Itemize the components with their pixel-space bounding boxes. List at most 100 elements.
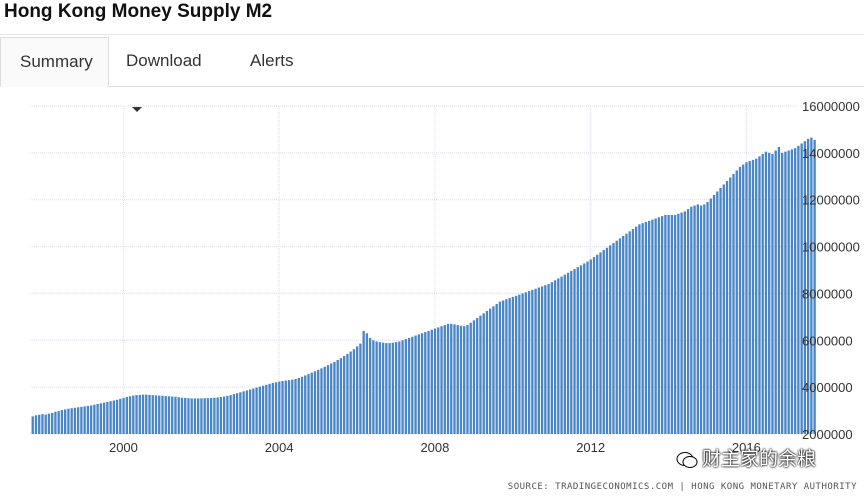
data-bar — [355, 346, 359, 434]
data-bar — [106, 401, 109, 434]
tab-summary-label: Summary — [20, 52, 93, 71]
data-bar — [109, 401, 112, 434]
data-bar — [768, 152, 771, 434]
data-bar — [677, 213, 680, 434]
data-bar — [420, 333, 424, 434]
data-bar — [388, 343, 391, 434]
data-bar — [748, 161, 751, 435]
data-bar — [699, 205, 703, 434]
tab-download[interactable]: Download — [112, 37, 224, 113]
data-bar — [592, 257, 596, 434]
data-bar — [404, 339, 407, 434]
chat-bubble-icon — [676, 451, 698, 468]
data-bar — [414, 335, 417, 434]
data-bar — [498, 301, 502, 434]
data-bar — [213, 397, 216, 434]
data-bar — [806, 138, 810, 435]
data-bar — [774, 150, 777, 434]
data-bar — [450, 323, 453, 434]
data-bar — [252, 388, 255, 434]
data-bar — [670, 214, 674, 434]
data-bar — [407, 337, 411, 434]
data-bar — [686, 209, 690, 434]
data-bar — [583, 263, 586, 434]
data-bar — [261, 385, 265, 434]
data-bar — [161, 395, 164, 434]
y-tick-label: 2000000 — [802, 427, 853, 442]
data-bar — [265, 384, 268, 434]
data-bar — [758, 156, 761, 434]
data-bar — [232, 394, 236, 434]
data-bar — [433, 328, 437, 434]
data-bar — [446, 323, 450, 434]
data-bar — [222, 396, 226, 434]
data-bar — [479, 315, 482, 434]
data-bar — [333, 361, 336, 434]
data-bar — [239, 392, 242, 434]
data-bar — [524, 292, 528, 434]
data-bar — [258, 386, 261, 434]
data-bar — [482, 313, 485, 434]
data-bar — [164, 396, 167, 434]
tab-download-label: Download — [126, 51, 202, 70]
data-bar — [372, 340, 375, 434]
data-bar — [576, 267, 579, 434]
data-bar — [735, 170, 738, 434]
data-bar — [378, 342, 382, 434]
data-bar — [135, 395, 138, 434]
data-bar — [722, 184, 725, 434]
source-note: SOURCE: TRADINGECONOMICS.COM | HONG KONG… — [508, 482, 857, 492]
data-bar — [609, 245, 612, 434]
tab-summary[interactable]: Summary — [0, 37, 109, 87]
data-bar — [278, 381, 281, 434]
data-bar — [128, 396, 132, 434]
data-bar — [514, 295, 518, 434]
watermark-text: 财主家的余粮 — [702, 448, 817, 470]
data-bar — [343, 355, 346, 434]
data-bar — [216, 397, 219, 434]
data-bar — [245, 390, 249, 434]
data-bar — [375, 341, 378, 434]
data-bar — [693, 205, 696, 434]
data-bar — [563, 274, 566, 434]
data-bar — [346, 353, 349, 434]
data-bar — [54, 411, 57, 434]
data-bar — [579, 265, 583, 434]
data-bar — [793, 148, 797, 434]
data-bar — [171, 396, 174, 434]
data-bar — [385, 343, 388, 434]
data-bar — [67, 408, 70, 434]
data-bar — [248, 389, 252, 434]
data-bar — [86, 405, 90, 434]
data-bar — [294, 378, 297, 434]
data-bar — [102, 402, 106, 434]
data-bar — [803, 141, 807, 434]
data-bar — [443, 325, 446, 434]
data-bar — [34, 415, 38, 434]
data-bar — [177, 397, 180, 434]
data-bar — [492, 306, 495, 434]
data-bar — [145, 394, 148, 434]
data-bar — [657, 217, 661, 434]
data-bar — [761, 154, 764, 434]
data-bar — [647, 220, 651, 434]
data-bar — [112, 400, 116, 434]
page-title: Hong Kong Money Supply M2 — [4, 1, 273, 22]
data-bar — [764, 151, 768, 434]
data-bar — [70, 408, 73, 434]
data-bar — [690, 206, 693, 434]
data-bar — [683, 211, 687, 434]
data-bar — [174, 396, 177, 434]
tab-alerts[interactable]: Alerts — [236, 37, 306, 85]
data-bar — [628, 231, 631, 434]
data-bar — [716, 191, 719, 434]
data-bar — [615, 240, 618, 434]
data-bar — [80, 406, 83, 434]
data-bar — [219, 396, 223, 434]
data-bar — [755, 158, 758, 434]
data-bar — [797, 145, 800, 435]
data-bar — [459, 325, 463, 434]
data-bar — [680, 212, 683, 434]
data-bar — [304, 375, 307, 434]
data-bar — [505, 299, 508, 434]
